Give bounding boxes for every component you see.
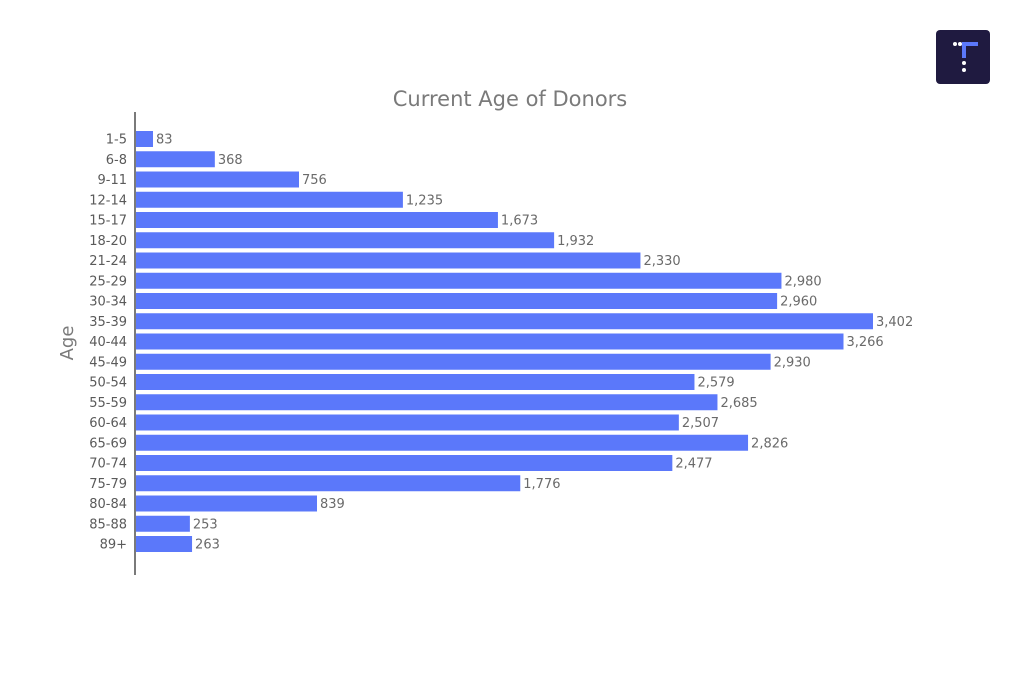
y-tick-label: 75-79	[89, 477, 127, 492]
bar-89+	[136, 536, 193, 552]
bar-21-24	[136, 252, 641, 269]
data-label: 756	[302, 173, 327, 188]
y-tick-label: 60-64	[89, 416, 127, 431]
y-tick-label: 12-14	[89, 193, 127, 208]
data-label: 1,235	[406, 193, 443, 208]
data-label: 2,330	[643, 254, 680, 269]
y-tick-label: 15-17	[89, 214, 127, 229]
bar-25-29	[136, 272, 782, 289]
y-tick-label: 6-8	[106, 153, 127, 168]
bar-65-69	[136, 434, 749, 451]
y-tick-label: 1-5	[106, 133, 127, 148]
data-label: 253	[193, 517, 218, 532]
data-label: 1,776	[523, 477, 560, 492]
data-label: 1,932	[557, 234, 594, 249]
bar-35-39	[136, 313, 873, 330]
bar-75-79	[136, 475, 521, 492]
y-tick-label: 25-29	[89, 274, 127, 289]
data-label: 2,477	[675, 457, 712, 472]
bar-30-34	[136, 293, 778, 309]
y-tick-label: 40-44	[89, 335, 127, 350]
data-label: 839	[320, 497, 345, 512]
data-label: 1,673	[501, 214, 538, 229]
bar-40-44	[136, 333, 844, 350]
data-label: 263	[195, 538, 220, 553]
bar-55-59	[136, 394, 718, 411]
y-axis-label: Age	[57, 326, 78, 361]
y-tick-label: 30-34	[89, 295, 127, 310]
y-tick-label: 45-49	[89, 355, 127, 370]
bar-9-11	[136, 171, 299, 188]
bar-70-74	[136, 455, 673, 471]
bar-12-14	[136, 191, 403, 208]
y-tick-label: 9-11	[97, 173, 127, 188]
data-label: 2,579	[697, 376, 734, 391]
bar-1-5	[136, 131, 154, 147]
brand-logo	[936, 30, 990, 84]
data-label: 2,980	[784, 274, 821, 289]
data-label: 3,402	[876, 315, 913, 330]
y-tick-label: 35-39	[89, 315, 127, 330]
y-tick-label: 80-84	[89, 497, 127, 512]
bar-85-88	[136, 515, 190, 532]
data-label: 2,507	[682, 416, 719, 431]
bar-15-17	[136, 212, 498, 228]
data-label: 2,826	[751, 436, 788, 451]
bar-50-54	[136, 374, 695, 390]
bar-60-64	[136, 414, 679, 431]
bar-45-49	[136, 353, 771, 370]
data-label: 368	[218, 153, 243, 168]
bar-6-8	[136, 151, 215, 168]
data-label: 2,960	[780, 295, 817, 310]
y-tick-label: 89+	[100, 538, 127, 553]
y-tick-label: 50-54	[89, 376, 127, 391]
y-tick-label: 21-24	[89, 254, 127, 269]
data-label: 3,266	[846, 335, 883, 350]
bar-18-20	[136, 232, 555, 249]
data-label: 83	[156, 133, 173, 148]
y-tick-label: 70-74	[89, 457, 127, 472]
y-tick-label: 55-59	[89, 396, 127, 411]
y-tick-label: 85-88	[89, 517, 127, 532]
bars-group: 1-5 83 6-8 368 9-11 756 12-14 1,235 15-17 1,673 18…	[89, 131, 913, 553]
data-label: 2,930	[774, 355, 811, 370]
data-label: 2,685	[720, 396, 757, 411]
y-tick-label: 18-20	[89, 234, 127, 249]
bar-80-84	[136, 495, 318, 512]
tableau-t-logo-icon	[953, 42, 978, 72]
y-tick-label: 65-69	[89, 436, 127, 451]
chart-title: Current Age of Donors	[393, 87, 628, 111]
